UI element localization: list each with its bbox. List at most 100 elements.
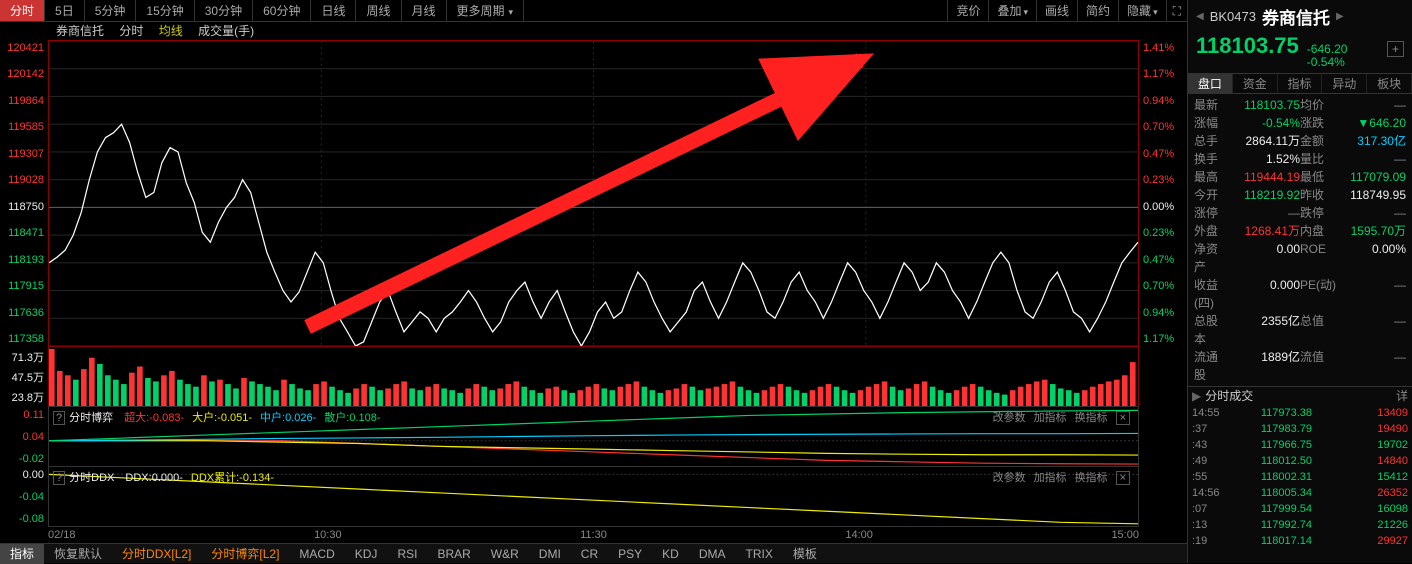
period-tab-8[interactable]: 月线 — [402, 0, 447, 21]
period-tab-3[interactable]: 15分钟 — [136, 0, 194, 21]
symbol-name: 券商信托 — [1262, 4, 1330, 29]
tick-title: 分时成交 — [1205, 387, 1253, 405]
period-tab-0[interactable]: 分时 — [0, 0, 45, 21]
x-axis: 02/1810:3011:3014:0015:00 — [0, 527, 1187, 543]
y-left-label: 118193 — [0, 254, 44, 266]
y-left-label: 119864 — [0, 95, 44, 107]
chart-zone: 券商信托 分时 均线 成交量(手) 1204211201421198641195… — [0, 22, 1187, 543]
side-tab-盘口[interactable]: 盘口 — [1188, 74, 1233, 93]
indicator1-chart[interactable]: ?分时博弈 超大:-0.083-大户:-0.051-中户:0.026-散户:0.… — [48, 407, 1139, 467]
tick-expand-icon[interactable]: ▶ — [1192, 387, 1201, 405]
fullscreen-icon[interactable]: ⛶ — [1166, 0, 1187, 21]
y-left-label: 118471 — [0, 227, 44, 239]
y-left-label: 117636 — [0, 307, 44, 319]
legend-vol: 成交量(手) — [198, 24, 254, 38]
ind-ctl-加指标[interactable]: 加指标 — [1034, 412, 1067, 424]
indicator-tab-CR[interactable]: CR — [571, 544, 608, 564]
period-tab-9[interactable]: 更多周期 — [447, 0, 525, 21]
y-right-label: 0.23% — [1143, 227, 1187, 239]
side-tab-板块[interactable]: 板块 — [1367, 74, 1412, 93]
toolbar-btn-隐藏[interactable]: 隐藏▾ — [1118, 0, 1166, 21]
ind-close-icon[interactable]: × — [1116, 411, 1130, 425]
vol-y-label: 47.5万 — [0, 369, 44, 385]
indicator1-header: ?分时博弈 超大:-0.083-大户:-0.051-中户:0.026-散户:0.… — [53, 409, 389, 425]
indicator-tab-MACD[interactable]: MACD — [289, 544, 344, 564]
indicator1-controls: 改参数加指标换指标 × — [989, 409, 1134, 425]
y-right-label: 1.17% — [1143, 333, 1187, 345]
next-symbol-icon[interactable]: ▶ — [1336, 11, 1344, 22]
x-label: 11:30 — [580, 527, 607, 543]
x-label: 10:30 — [314, 527, 342, 543]
y-right-label: 0.94% — [1143, 95, 1187, 107]
period-tab-4[interactable]: 30分钟 — [195, 0, 253, 21]
indicator-tab-BRAR[interactable]: BRAR — [427, 544, 480, 564]
toolbar-btn-画线[interactable]: 画线 — [1036, 0, 1077, 21]
indicator-tab-RSI[interactable]: RSI — [387, 544, 427, 564]
period-tab-2[interactable]: 5分钟 — [85, 0, 137, 21]
tick-row: :07117999.5416098 — [1192, 501, 1408, 517]
tick-list: ▶ 分时成交 详 14:55117973.3813409:37117983.79… — [1188, 387, 1412, 563]
ind-ctl-换指标[interactable]: 换指标 — [1075, 412, 1108, 424]
add-button[interactable]: + — [1387, 41, 1404, 57]
toolbar-btn-竞价[interactable]: 竞价 — [947, 0, 988, 21]
indicator-tab-分时DDX[L2][interactable]: 分时DDX[L2] — [112, 544, 201, 564]
tick-row: :49118012.5014840 — [1192, 453, 1408, 469]
tick-row: :43117966.7519702 — [1192, 437, 1408, 453]
toolbar-btn-简约[interactable]: 简约 — [1077, 0, 1118, 21]
side-tabs: 盘口资金指标异动板块 — [1188, 74, 1412, 94]
toolbar-btn-叠加[interactable]: 叠加▾ — [988, 0, 1036, 21]
side-tab-异动[interactable]: 异动 — [1322, 74, 1367, 93]
ind-ctl-改参数[interactable]: 改参数 — [993, 472, 1026, 484]
tick-row: :19118017.1429927 — [1192, 533, 1408, 549]
symbol-code: BK0473 — [1210, 9, 1256, 24]
change-percent: -0.54% — [1307, 56, 1348, 69]
y-left-label: 120142 — [0, 68, 44, 80]
period-tab-7[interactable]: 周线 — [356, 0, 401, 21]
indicator-tab-DMI[interactable]: DMI — [529, 544, 571, 564]
y-left-label: 119028 — [0, 174, 44, 186]
period-tabs: 分时5日5分钟15分钟30分钟60分钟日线周线月线更多周期 竞价叠加▾画线简约隐藏… — [0, 0, 1187, 22]
period-tab-5[interactable]: 60分钟 — [253, 0, 311, 21]
y-axis-right: 1.41%1.17%0.94%0.70%0.47%0.23%0.00%0.23%… — [1139, 40, 1187, 347]
tick-row: :13117992.7421226 — [1192, 517, 1408, 533]
indicator-tab-TRIX[interactable]: TRIX — [736, 544, 783, 564]
tick-row: 14:56118005.3426352 — [1192, 485, 1408, 501]
indicator-tab-模板[interactable]: 模板 — [783, 544, 827, 564]
volume-chart[interactable] — [48, 347, 1139, 407]
indicator2-header: ?分时DDX DDX:0.000-DDX累计:-0.134- — [53, 469, 282, 485]
period-tab-6[interactable]: 日线 — [311, 0, 356, 21]
x-label: 14:00 — [845, 527, 873, 543]
y-left-label: 119307 — [0, 148, 44, 160]
indicator-tab-DMA[interactable]: DMA — [689, 544, 736, 564]
indicator-tab-PSY[interactable]: PSY — [608, 544, 652, 564]
prev-symbol-icon[interactable]: ◀ — [1196, 11, 1204, 22]
y-right-label: 0.23% — [1143, 174, 1187, 186]
ind-ctl-换指标[interactable]: 换指标 — [1075, 472, 1108, 484]
indicator2-controls: 改参数加指标换指标 × — [989, 469, 1134, 485]
chart-legend: 券商信托 分时 均线 成交量(手) — [0, 22, 1187, 40]
last-price: 118103.75 — [1196, 33, 1299, 59]
volume-y-axis: 71.3万 47.5万 23.8万 — [0, 347, 48, 407]
vol-y-label: 23.8万 — [0, 389, 44, 405]
indicator-tab-KD[interactable]: KD — [652, 544, 689, 564]
tick-detail-button[interactable]: 详 — [1396, 387, 1408, 405]
ind-close-icon[interactable]: × — [1116, 471, 1130, 485]
side-tab-指标[interactable]: 指标 — [1278, 74, 1323, 93]
y-right-label: 1.17% — [1143, 68, 1187, 80]
vol-y-label: 71.3万 — [0, 349, 44, 365]
indicator-tab-KDJ[interactable]: KDJ — [345, 544, 388, 564]
indicator2-chart[interactable]: ?分时DDX DDX:0.000-DDX累计:-0.134- 改参数加指标换指标… — [48, 467, 1139, 527]
indicator-tab-恢复默认[interactable]: 恢复默认 — [44, 544, 112, 564]
tick-row: :55118002.3115412 — [1192, 469, 1408, 485]
legend-ma: 均线 — [159, 24, 183, 38]
ind-ctl-改参数[interactable]: 改参数 — [993, 412, 1026, 424]
side-tab-资金[interactable]: 资金 — [1233, 74, 1278, 93]
indicator-tab-W&R[interactable]: W&R — [481, 544, 529, 564]
ind-ctl-加指标[interactable]: 加指标 — [1034, 472, 1067, 484]
y-left-label: 119585 — [0, 121, 44, 133]
indicator-tab-指标[interactable]: 指标 — [0, 544, 44, 564]
period-tab-1[interactable]: 5日 — [45, 0, 85, 21]
price-chart[interactable] — [48, 40, 1139, 347]
indicator-tab-分时博弈[L2][interactable]: 分时博弈[L2] — [201, 544, 289, 564]
y-left-label: 117915 — [0, 280, 44, 292]
